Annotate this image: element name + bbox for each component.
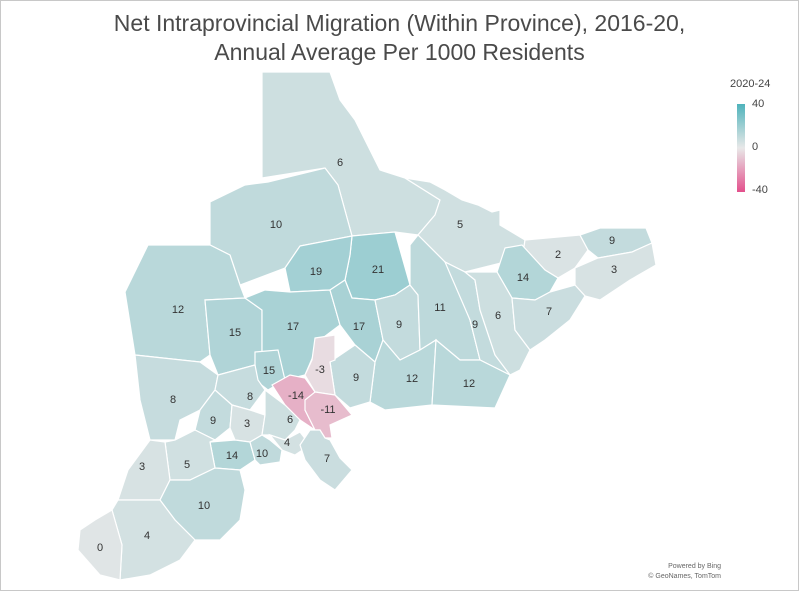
region-value-label: 3 xyxy=(139,461,145,473)
map-region-ne-east[interactable] xyxy=(574,242,657,301)
region-value-label: 9 xyxy=(609,235,615,247)
region-value-label: -3 xyxy=(315,364,325,376)
region-value-label: 4 xyxy=(144,530,150,542)
region-value-label: 10 xyxy=(270,219,282,231)
region-value-label: 15 xyxy=(229,327,241,339)
region-value-label: 6 xyxy=(287,414,293,426)
map-region-sw-8a[interactable] xyxy=(134,354,219,441)
region-value-label: 6 xyxy=(495,310,501,322)
attribution-bing: Powered by Bing xyxy=(668,563,721,570)
map-title-line2: Annual Average Per 1000 Residents xyxy=(214,39,585,65)
region-value-label: 21 xyxy=(372,264,384,276)
legend-color-bar xyxy=(737,104,745,192)
region-value-label: -11 xyxy=(320,404,335,416)
region-value-label: 11 xyxy=(434,302,445,314)
map-region-east-6[interactable] xyxy=(463,271,531,376)
region-value-label: 3 xyxy=(611,264,617,276)
region-value-label: 17 xyxy=(287,321,299,333)
region-value-label: 15 xyxy=(263,365,275,377)
map-region-gta-neg11[interactable] xyxy=(304,391,353,439)
legend-max-label: 40 xyxy=(752,98,765,110)
map-region-east-7[interactable] xyxy=(511,284,586,351)
region-value-label: 8 xyxy=(247,391,253,403)
attribution-geonames: © GeoNames, TomTom xyxy=(648,573,721,580)
legend-mid-label: 0 xyxy=(752,141,759,153)
region-value-label: 9 xyxy=(210,415,216,427)
region-value-label: 9 xyxy=(396,319,402,331)
region-value-label: 14 xyxy=(226,450,238,462)
region-value-label: 9 xyxy=(353,372,359,384)
map-region-south-12b[interactable] xyxy=(431,338,511,409)
legend-title: 2020-24 xyxy=(730,78,771,90)
region-value-label: 4 xyxy=(284,437,290,449)
region-value-label: -14 xyxy=(288,390,304,402)
region-value-label: 12 xyxy=(463,378,475,390)
region-value-label: 17 xyxy=(353,321,365,333)
map-title-line1: Net Intraprovincial Migration (Within Pr… xyxy=(113,10,686,36)
region-value-label: 3 xyxy=(244,418,250,430)
region-value-label: 5 xyxy=(457,219,463,231)
region-value-label: 14 xyxy=(517,272,529,284)
region-value-label: 12 xyxy=(172,304,184,316)
region-value-label: 7 xyxy=(324,453,330,465)
region-value-label: 10 xyxy=(256,448,268,460)
region-value-label: 7 xyxy=(546,306,552,318)
map-region-sw-0[interactable] xyxy=(77,509,123,581)
region-value-label: 5 xyxy=(184,459,190,471)
region-value-label: 9 xyxy=(472,319,478,331)
region-value-label: 19 xyxy=(310,266,322,278)
region-value-label: 8 xyxy=(170,394,176,406)
legend-min-label: -40 xyxy=(752,184,768,196)
region-value-label: 12 xyxy=(406,373,418,385)
region-value-label: 2 xyxy=(555,249,561,261)
region-value-label: 0 xyxy=(97,542,103,554)
region-value-label: 6 xyxy=(337,157,343,169)
map-region-sw-10a[interactable] xyxy=(249,434,283,466)
map-region-sw-7[interactable] xyxy=(299,429,353,491)
region-value-label: 10 xyxy=(198,500,210,512)
